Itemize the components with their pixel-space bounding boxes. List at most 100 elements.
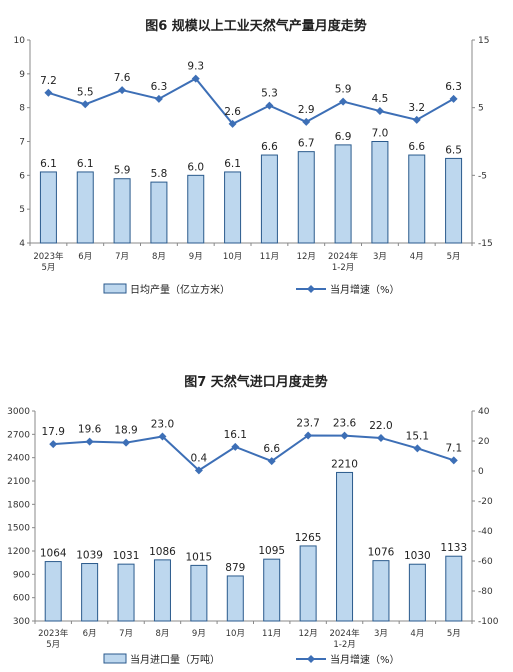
bar bbox=[153, 559, 171, 622]
bar bbox=[224, 171, 242, 244]
growth-value-label: 6.6 bbox=[263, 443, 280, 455]
right-tick-label: -100 bbox=[478, 617, 499, 627]
chart-title: 图6 规模以上工业天然气产量月度走势 bbox=[145, 18, 367, 34]
growth-point bbox=[81, 100, 90, 109]
growth-point bbox=[154, 94, 163, 103]
bar bbox=[76, 171, 94, 244]
bar-value-label: 6.1 bbox=[224, 158, 241, 170]
left-tick-label: 2700 bbox=[7, 430, 30, 440]
right-tick-label: -80 bbox=[478, 587, 493, 597]
x-tick-label: 2023年 5月 bbox=[38, 628, 69, 650]
growth-value-label: 16.1 bbox=[224, 429, 247, 441]
legend-bar-label: 当月进口量（万吨） bbox=[130, 653, 220, 666]
growth-point bbox=[449, 94, 458, 103]
legend-line-label: 当月增速（%） bbox=[330, 653, 400, 666]
bar bbox=[445, 555, 463, 622]
growth-point bbox=[413, 444, 422, 453]
legend-bar-swatch bbox=[103, 653, 127, 664]
x-tick-label-line: 8月 bbox=[155, 629, 169, 639]
bar bbox=[299, 545, 317, 622]
x-tick-label-line: 3月 bbox=[373, 252, 387, 262]
x-tick-label-line: 5月 bbox=[46, 640, 60, 650]
growth-value-label: 4.5 bbox=[372, 93, 389, 105]
growth-value-label: 5.3 bbox=[261, 88, 278, 100]
x-tick-label: 2024年 1-2月 bbox=[329, 628, 360, 650]
x-tick-label: 9月 bbox=[189, 252, 203, 262]
x-tick-label: 8月 bbox=[155, 629, 169, 639]
x-tick-label-line: 2023年 bbox=[38, 628, 69, 639]
growth-point bbox=[122, 438, 131, 447]
growth-value-label: 3.2 bbox=[408, 102, 425, 114]
x-tick-label: 4月 bbox=[410, 629, 424, 639]
growth-value-label: 7.1 bbox=[445, 442, 462, 454]
x-tick-label-line: 12月 bbox=[298, 629, 317, 639]
bar-value-label: 1015 bbox=[186, 551, 213, 563]
growth-value-label: 9.3 bbox=[187, 61, 204, 73]
x-tick-label-line: 1-2月 bbox=[332, 263, 354, 273]
right-tick-label: -20 bbox=[478, 497, 493, 507]
right-tick-label: 0 bbox=[478, 467, 484, 477]
bar bbox=[408, 563, 426, 622]
x-tick-label: 3月 bbox=[373, 252, 387, 262]
left-tick-label: 1500 bbox=[7, 524, 30, 534]
x-tick-label-line: 7月 bbox=[115, 252, 129, 262]
x-tick-label-line: 6月 bbox=[83, 629, 97, 639]
growth-point bbox=[340, 431, 349, 440]
legend-line-marker bbox=[307, 285, 315, 293]
growth-value-label: 5.5 bbox=[77, 86, 94, 98]
growth-value-label: 2.9 bbox=[298, 104, 315, 116]
bar bbox=[336, 471, 354, 622]
bar-value-label: 1039 bbox=[76, 550, 103, 562]
x-tick-label: 10月 bbox=[223, 252, 242, 262]
growth-value-label: 23.7 bbox=[296, 417, 319, 429]
bar-value-label: 6.7 bbox=[298, 138, 315, 150]
bar-value-label: 1095 bbox=[258, 545, 285, 557]
x-tick-label-line: 10月 bbox=[223, 252, 242, 262]
legend: 日均产量（亿立方米） 当月增速（%） bbox=[103, 283, 400, 296]
left-tick-label: 7 bbox=[19, 138, 25, 148]
left-tick-label: 4 bbox=[19, 239, 25, 249]
chart-1: 图6 规模以上工业天然气产量月度走势 4 5 6 7 8 9 10 -15 -5 5 15 6.1 6.1… bbox=[14, 18, 493, 296]
bar-value-label: 5.9 bbox=[114, 165, 131, 177]
bar bbox=[190, 564, 208, 622]
growth-line bbox=[48, 77, 455, 126]
growth-value-label: 17.9 bbox=[42, 426, 65, 438]
growth-value-label: 7.6 bbox=[114, 72, 131, 84]
growth-point bbox=[376, 434, 385, 442]
growth-value-label: 22.0 bbox=[369, 420, 392, 432]
bar bbox=[371, 141, 389, 244]
x-tick-label: 2024年 1-2月 bbox=[328, 251, 359, 273]
growth-point bbox=[339, 97, 348, 106]
x-tick-label-line: 2023年 bbox=[33, 251, 64, 262]
bar bbox=[445, 157, 463, 244]
left-tick-label: 600 bbox=[13, 594, 30, 604]
left-tick-label: 3000 bbox=[7, 407, 30, 417]
left-tick-label: 9 bbox=[19, 70, 25, 80]
x-tick-label-line: 2024年 bbox=[328, 251, 359, 262]
growth-point bbox=[228, 119, 237, 128]
growth-point bbox=[194, 466, 203, 475]
right-tick-label: -15 bbox=[478, 239, 493, 249]
growth-point bbox=[267, 457, 276, 466]
growth-point bbox=[412, 115, 421, 124]
growth-point bbox=[304, 431, 313, 440]
growth-value-label: 6.3 bbox=[151, 81, 168, 93]
left-tick-label: 1200 bbox=[7, 547, 30, 557]
bar bbox=[372, 560, 390, 622]
bar bbox=[39, 171, 57, 244]
bar-value-label: 1031 bbox=[113, 550, 140, 562]
x-tick-label-line: 9月 bbox=[189, 252, 203, 262]
bar bbox=[44, 561, 62, 622]
growth-value-label: 23.0 bbox=[151, 419, 174, 431]
x-tick-label: 7月 bbox=[119, 629, 133, 639]
legend: 当月进口量（万吨） 当月增速（%） bbox=[103, 653, 400, 666]
left-tick-label: 2100 bbox=[7, 477, 30, 487]
x-tick-label-line: 9月 bbox=[192, 629, 206, 639]
growth-point bbox=[231, 442, 240, 451]
legend-line-marker bbox=[307, 655, 315, 663]
x-tick-label-line: 5月 bbox=[447, 252, 461, 262]
growth-point bbox=[158, 432, 167, 441]
x-tick-label: 9月 bbox=[192, 629, 206, 639]
bar-value-label: 879 bbox=[225, 562, 245, 574]
